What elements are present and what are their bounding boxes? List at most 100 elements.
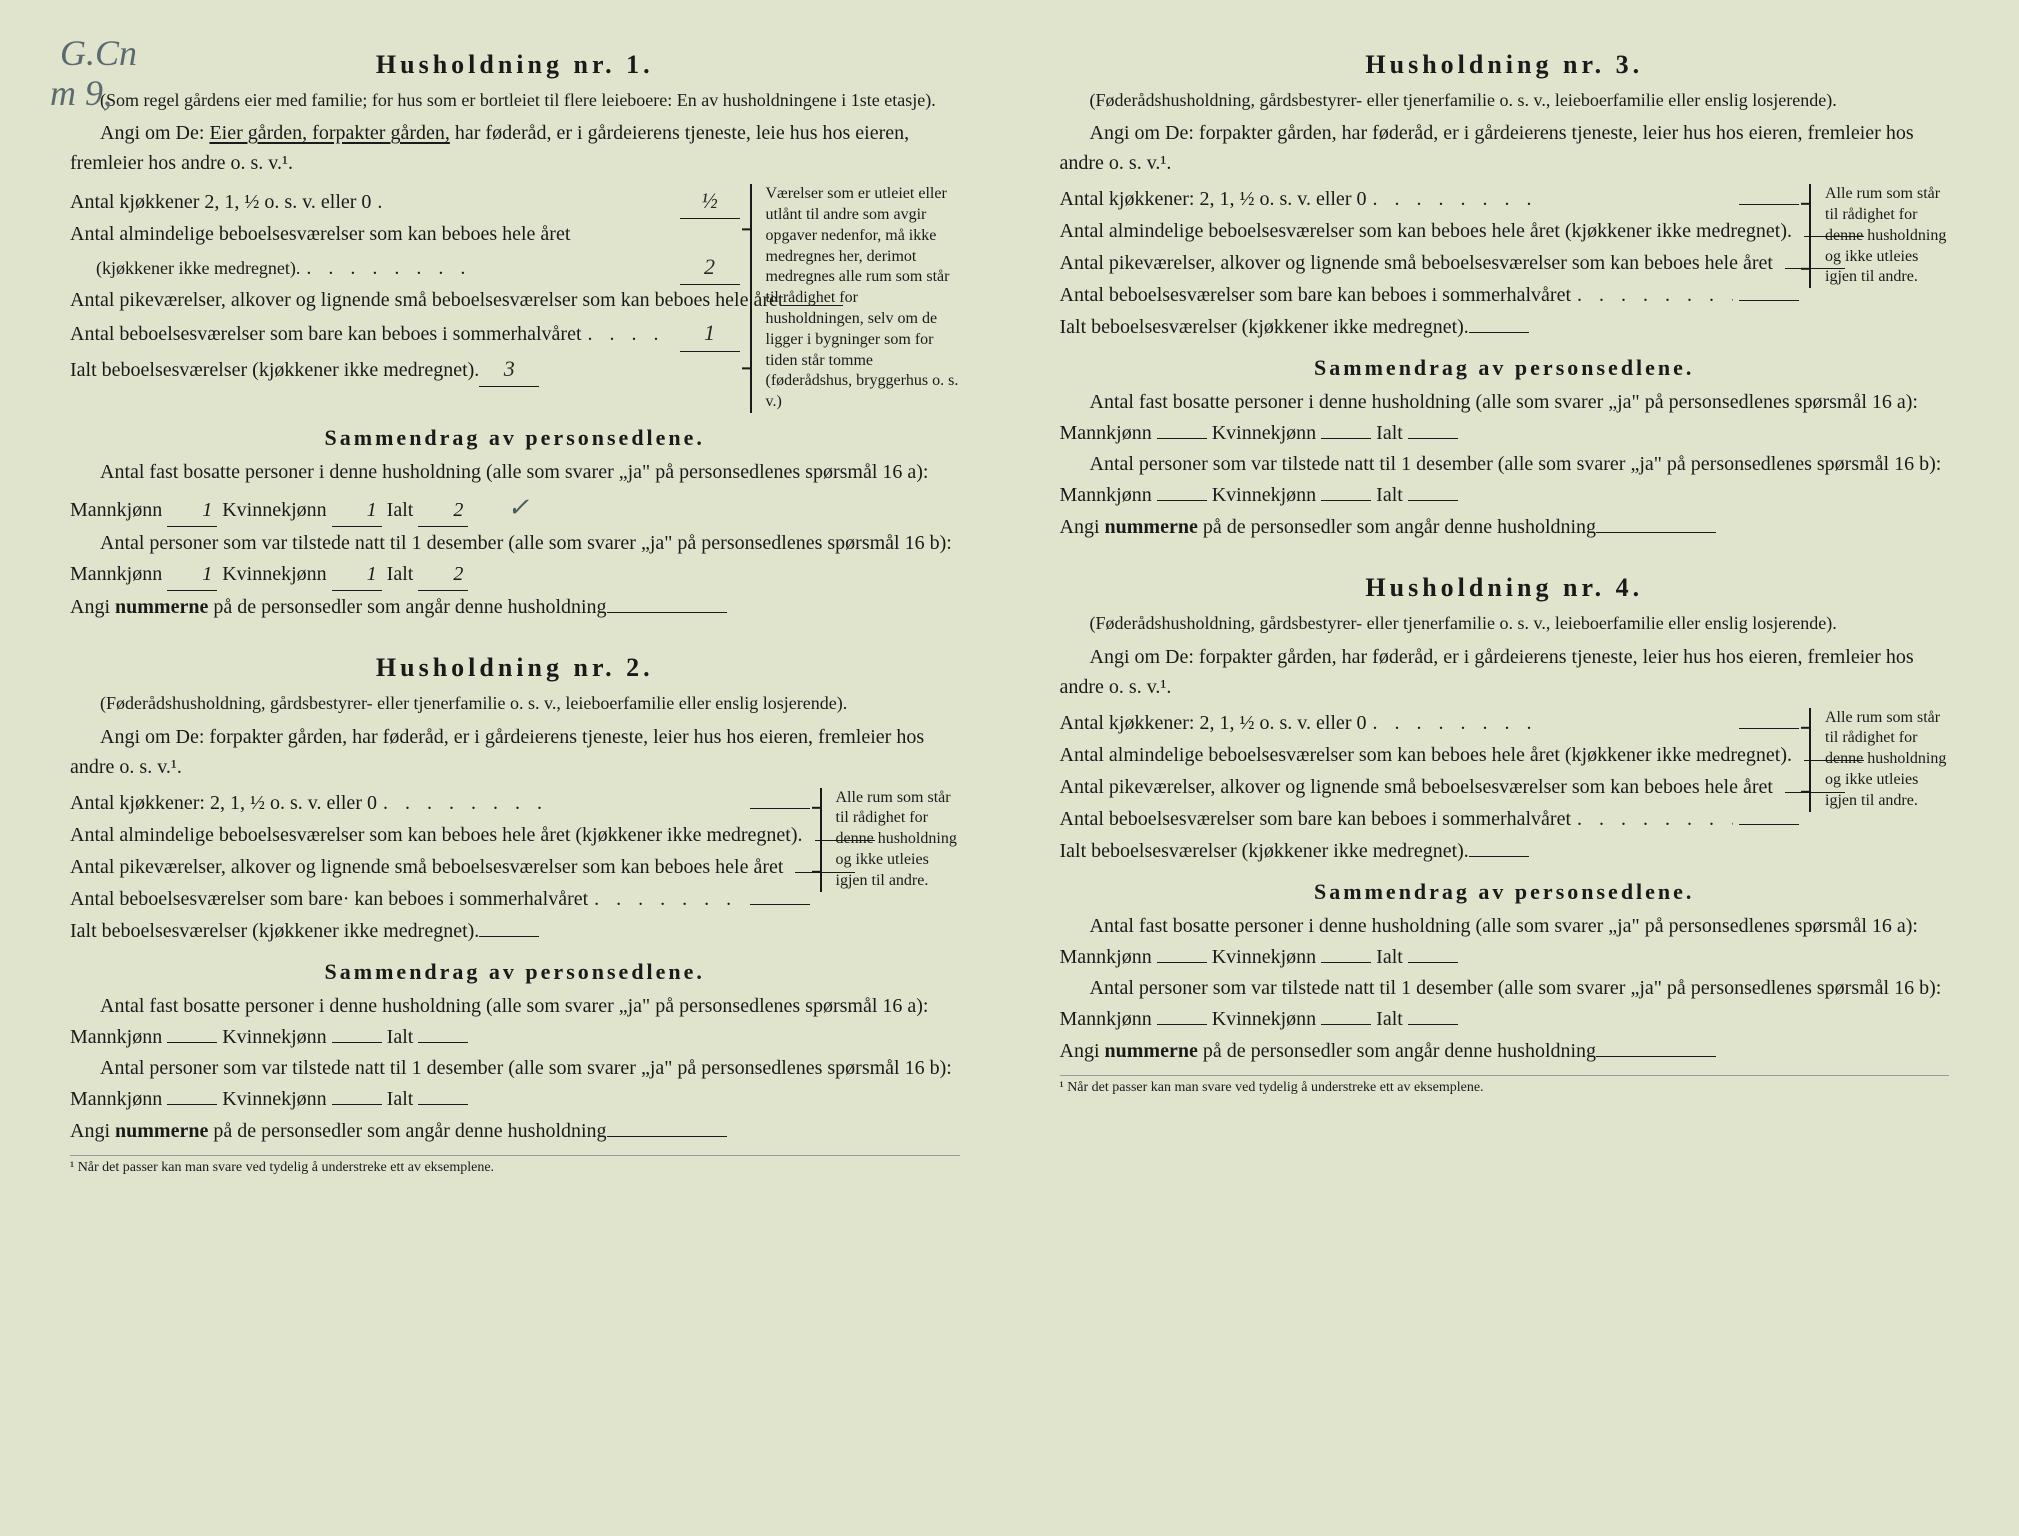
hh4-footnote: ¹ Når det passer kan man svare ved tydel… [1060,1075,1950,1096]
hh1-p2: Antal personer som var tilstede natt til… [70,528,960,591]
hh1-p1: Antal fast bosatte personer i denne hush… [70,457,960,528]
hh4-num-line: Angi nummerne på de personsedler som ang… [1060,1035,1950,1067]
dots: . . . . . . . . [594,884,743,916]
hh2-num-prefix: Angi [70,1120,115,1142]
hh3-num-bold: nummerne [1105,516,1198,538]
hh3-p1-k [1321,438,1371,439]
hh2-title: Husholdning nr. 2. [70,653,960,683]
hh3-p2-m [1157,500,1207,501]
hh4-num-rest: på de personsedler som angår denne husho… [1198,1040,1596,1062]
household-4: Husholdning nr. 4. (Føderådshusholdning,… [1060,573,1950,1095]
hh2-p2-text: Antal personer som var tilstede natt til… [70,1057,952,1110]
hh1-p1-m: 1 [167,495,217,527]
hh1-num-rest: på de personsedler som angår denne husho… [208,596,606,618]
hh1-p1-i: 2 [418,495,468,527]
hh2-num-value [607,1136,727,1137]
hh1-pike-label: Antal pikeværelser, alkover og lignende … [70,285,783,316]
hh3-sommer-label: Antal beboelsesværelser som bare kan beb… [1060,280,1572,311]
handwriting-1: G.Cn [60,32,137,74]
hh3-p1-k-label: Kvinnekjønn [1212,422,1316,444]
hh3-p2: Antal personer som var tilstede natt til… [1060,449,1950,511]
hh4-kjokken-value [1739,728,1799,729]
hh2-subtitle: (Føderådshusholdning, gårdsbestyrer- ell… [70,691,960,715]
hh4-p1-text: Antal fast bosatte personer i denne hush… [1060,915,1919,968]
hh3-num-line: Angi nummerne på de personsedler som ang… [1060,511,1950,543]
household-2: Husholdning nr. 2. (Føderådshusholdning,… [70,653,960,1175]
hh1-fields-row: Antal kjøkkener 2, 1, ½ o. s. v. eller 0… [70,184,960,413]
hh4-title: Husholdning nr. 4. [1060,573,1950,603]
hh3-num-value [1596,532,1716,533]
hh2-sommer-value [750,904,810,905]
hh2-fields: Antal kjøkkener: 2, 1, ½ o. s. v. eller … [70,788,810,947]
hh4-ialt-label: Ialt beboelsesværelser (kjøkkener ikke m… [1060,836,1469,867]
hh1-num-prefix: Angi [70,596,115,618]
hh2-alm-label: Antal almindelige beboelsesværelser som … [70,820,803,851]
hh2-p1-m [167,1042,217,1043]
hh1-subtitle: (Som regel gårdens eier med familie; for… [70,88,960,112]
hh3-fields-row: Antal kjøkkener: 2, 1, ½ o. s. v. eller … [1060,184,1950,343]
hh2-p2-i [418,1104,468,1105]
hh2-footnote: ¹ Når det passer kan man svare ved tydel… [70,1155,960,1176]
hh3-p1-i [1408,438,1458,439]
hh3-brace-note: Alle rum som står til rådighet for denne… [1809,184,1949,288]
hh2-num-line: Angi nummerne på de personsedler som ang… [70,1115,960,1147]
hh1-fields: Antal kjøkkener 2, 1, ½ o. s. v. eller 0… [70,184,740,386]
hh3-kjokken-label: Antal kjøkkener: 2, 1, ½ o. s. v. eller … [1060,184,1367,215]
hh4-num-bold: nummerne [1105,1040,1198,1062]
hh4-sommer-value [1739,824,1799,825]
right-page: Husholdning nr. 3. (Føderådshusholdning,… [1040,40,1970,1496]
hh3-angi: Angi om De: forpakter gården, har føderå… [1060,118,1950,178]
dots: . . . . . . . . [1577,804,1733,836]
hh4-p2-m [1157,1024,1207,1025]
dots: . [377,187,673,219]
hh2-p2-i-label: Ialt [387,1088,414,1110]
hh4-p2-k-label: Kvinnekjønn [1212,1008,1316,1030]
hh2-sommer-label: Antal beboelsesværelser som bare· kan be… [70,884,588,915]
hh1-angi-underlined: Eier gården, forpakter gården, [209,122,449,144]
hh4-brace-note: Alle rum som står til rådighet for denne… [1809,708,1949,812]
hh1-alm-value: 2 [680,250,740,285]
hh4-p1-k-label: Kvinnekjønn [1212,946,1316,968]
dots: . . . . . . . . [383,788,744,820]
hh1-p2-m: 1 [167,559,217,591]
hh1-p1-i-label: Ialt [387,499,414,521]
hh4-sommer-label: Antal beboelsesværelser som bare kan beb… [1060,804,1572,835]
hh2-ialt-value [479,936,539,937]
hh4-p1-k [1321,962,1371,963]
hh3-subtitle: (Føderådshusholdning, gårdsbestyrer- ell… [1060,88,1950,112]
hh3-kjokken-value [1739,204,1799,205]
hh1-p2-i-label: Ialt [387,563,414,585]
hh4-p1-i-label: Ialt [1376,946,1403,968]
hh1-angi-prefix: Angi om De: [100,122,209,144]
hh1-ialt-value: 3 [479,352,539,387]
household-1: Husholdning nr. 1. (Som regel gårdens ei… [70,50,960,623]
hh3-pike-label: Antal pikeværelser, alkover og lignende … [1060,248,1773,279]
hh1-sommer-value: 1 [680,316,740,351]
hh1-p2-i: 2 [418,559,468,591]
hh3-p1: Antal fast bosatte personer i denne hush… [1060,387,1950,449]
hh1-brace-note: Værelser som er utleiet eller utlånt til… [750,184,960,413]
hh3-p2-k [1321,500,1371,501]
hh2-fields-row: Antal kjøkkener: 2, 1, ½ o. s. v. eller … [70,788,960,947]
hh2-p2-m [167,1104,217,1105]
hh4-ialt-value [1469,856,1529,857]
hh2-p2-k-label: Kvinnekjønn [222,1088,326,1110]
hh4-angi: Angi om De: forpakter gården, har føderå… [1060,642,1950,702]
hh2-p1-k [332,1042,382,1043]
hh4-p2-k [1321,1024,1371,1025]
hh3-num-prefix: Angi [1060,516,1105,538]
dots: . . . . . . . . [1372,708,1733,740]
dots: . . . . . . . . [306,253,673,285]
hh4-kjokken-label: Antal kjøkkener: 2, 1, ½ o. s. v. eller … [1060,708,1367,739]
hh1-ialt-label: Ialt beboelsesværelser (kjøkkener ikke m… [70,355,479,386]
hh1-title: Husholdning nr. 1. [70,50,960,80]
hh2-p1-k-label: Kvinnekjønn [222,1026,326,1048]
hh3-sommer-value [1739,300,1799,301]
hh2-angi: Angi om De: forpakter gården, har føderå… [70,722,960,782]
hh2-p1-i [418,1042,468,1043]
hh3-sammendrag-title: Sammendrag av personsedlene. [1060,355,1950,381]
hh2-num-rest: på de personsedler som angår denne husho… [208,1120,606,1142]
hh1-num-bold: nummerne [115,596,208,618]
hh1-alm-label: Antal almindelige beboelsesværelser som … [70,219,570,250]
hh4-p2-i [1408,1024,1458,1025]
